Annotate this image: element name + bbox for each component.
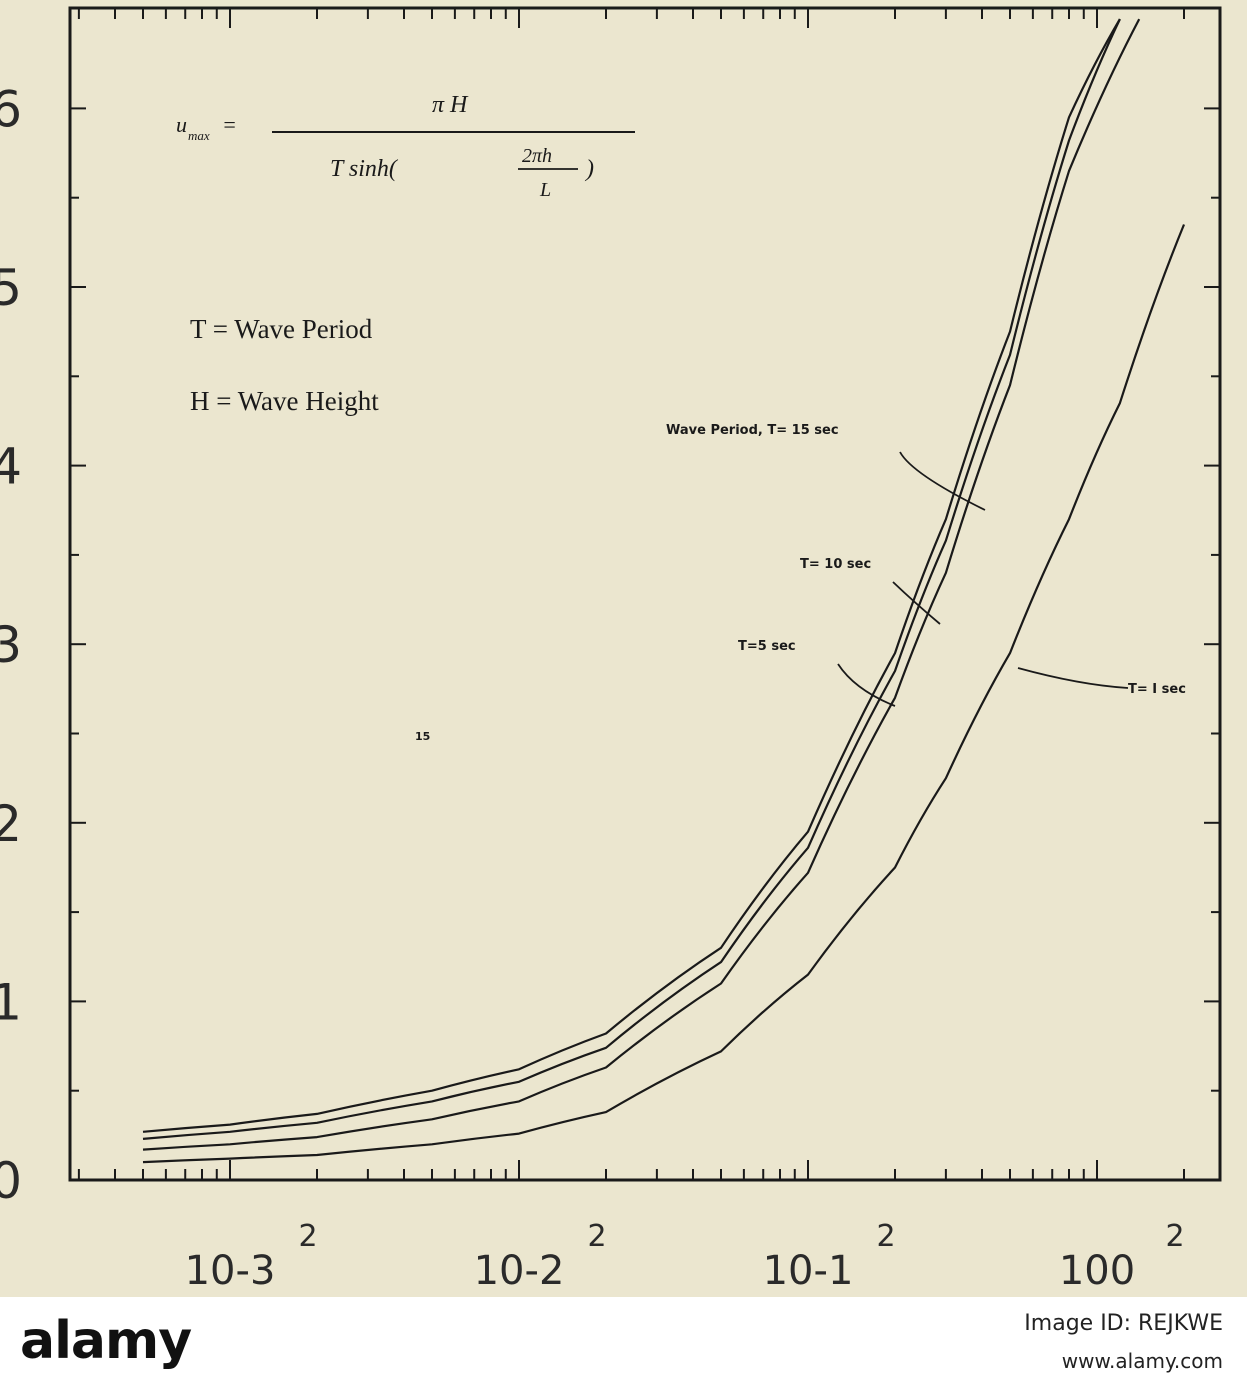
- legend-wave-height: H = Wave Height: [190, 386, 379, 416]
- y-tick-label: 2: [0, 795, 22, 853]
- equation-denominator-suffix: ): [584, 156, 594, 182]
- equation: u max = π H T sinh( 2πh L ): [176, 92, 635, 201]
- annotation-t5: T=5 sec: [738, 639, 796, 654]
- leader-t10: [892, 581, 941, 625]
- leader-t15: [899, 451, 986, 511]
- x-tick-sublabel: 2: [1165, 1219, 1184, 1254]
- site-url: www.alamy.com: [1061, 1349, 1223, 1373]
- series-line-0: [142, 18, 1121, 1133]
- x-tick-sublabel: 2: [298, 1219, 317, 1254]
- plot-frame: [68, 6, 1222, 1182]
- y-tick-labels: 0 1 2 3 4 5 6: [0, 80, 22, 1210]
- y-tick-label: 0: [0, 1152, 22, 1210]
- y-tick-label: 1: [0, 973, 22, 1031]
- image-id-label: Image ID: REJKWE: [1024, 1311, 1223, 1336]
- equation-lhs-sub: max: [188, 128, 210, 143]
- equation-equals: =: [222, 112, 237, 137]
- series-line-2: [142, 18, 1141, 1151]
- legend-wave-period: T = Wave Period: [190, 314, 373, 344]
- equation-denominator-prefix: T sinh(: [330, 156, 399, 182]
- tick-marks: [70, 8, 1220, 1181]
- brand-logo: alamy: [20, 1311, 192, 1371]
- watermark-footer: alamy Image ID: REJKWE www.alamy.com: [0, 1297, 1247, 1390]
- annotation-t10: T= 10 sec: [800, 557, 871, 572]
- chart-canvas: 0 1 2 3 4 5 6 10-3 2 10-2 2 10-1 2 100 2 u max = π H …: [0, 6, 1222, 1294]
- series-line-1: [142, 18, 1121, 1140]
- leader-t1: [1017, 667, 1129, 689]
- y-tick-label: 6: [0, 80, 22, 138]
- x-tick-label: 10-3: [185, 1248, 276, 1294]
- equation-numerator: π H: [432, 92, 469, 118]
- x-tick-labels: 10-3 2 10-2 2 10-1 2 100 2: [185, 1219, 1185, 1294]
- y-tick-label: 4: [0, 438, 22, 496]
- y-tick-label: 3: [0, 616, 22, 674]
- y-tick-label: 5: [0, 259, 22, 317]
- x-tick-label: 10-2: [474, 1248, 565, 1294]
- leader-t5: [837, 663, 896, 707]
- equation-lhs: u: [176, 112, 187, 137]
- annotation-15-small: 15: [415, 730, 430, 743]
- x-tick-sublabel: 2: [876, 1219, 895, 1254]
- equation-inner-denominator: L: [539, 179, 551, 201]
- x-tick-sublabel: 2: [587, 1219, 606, 1254]
- x-tick-label: 10-1: [763, 1248, 854, 1294]
- annotation-t15: Wave Period, T= 15 sec: [666, 423, 839, 438]
- data-series: [142, 18, 1186, 1164]
- x-tick-label: 100: [1059, 1248, 1135, 1294]
- series-line-3: [142, 224, 1186, 1164]
- equation-inner-numerator: 2πh: [522, 145, 552, 167]
- annotation-t1: T= I sec: [1128, 682, 1186, 697]
